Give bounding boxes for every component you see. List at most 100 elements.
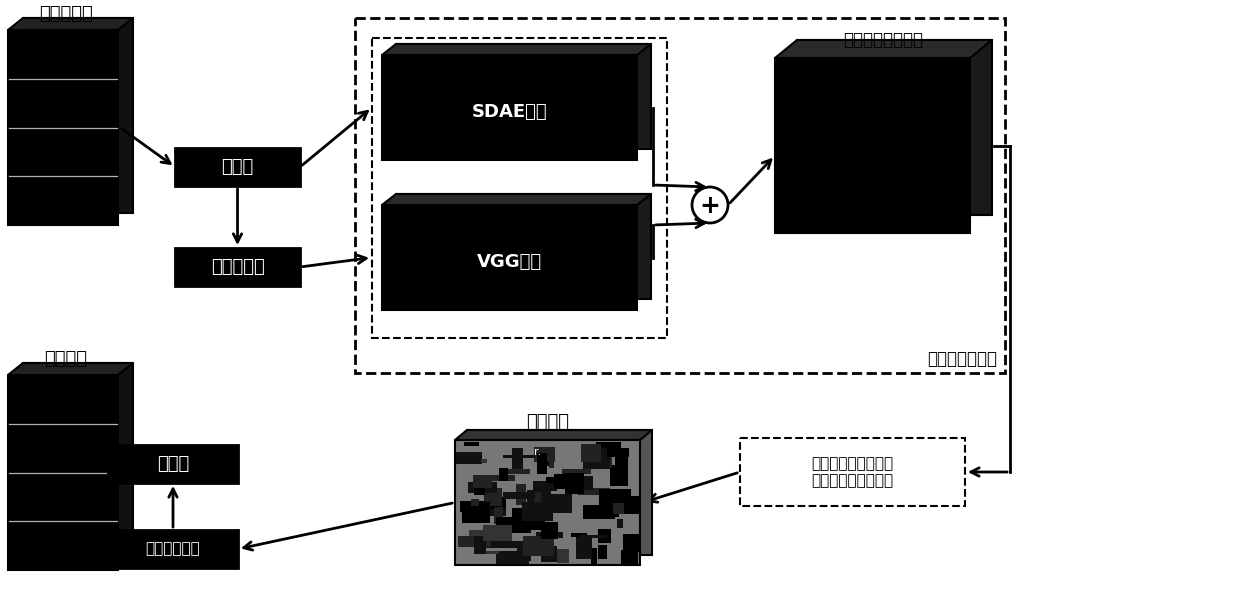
Bar [554, 474, 574, 489]
Text: 特征提取与融合: 特征提取与融合 [928, 350, 997, 368]
Bar [455, 440, 640, 565]
Text: SDAE特征: SDAE特征 [471, 102, 547, 121]
Bar [534, 447, 556, 462]
Text: 特征矩阵: 特征矩阵 [526, 413, 569, 431]
Bar [537, 453, 547, 474]
Text: 超像素分割: 超像素分割 [211, 258, 264, 276]
Bar [467, 482, 497, 493]
Bar [583, 448, 610, 469]
Bar [512, 508, 546, 530]
Bar [108, 530, 238, 568]
Bar [615, 495, 619, 517]
Bar [471, 499, 479, 506]
Bar [516, 484, 526, 505]
Bar [479, 551, 500, 554]
Bar [538, 456, 553, 466]
Bar [464, 442, 479, 446]
Polygon shape [7, 18, 133, 30]
Bar [355, 18, 1004, 373]
Bar [582, 444, 601, 462]
Bar [517, 524, 537, 529]
Bar [523, 536, 554, 556]
Bar [372, 38, 667, 338]
Text: 检测结果: 检测结果 [43, 350, 87, 368]
Polygon shape [382, 44, 651, 55]
Polygon shape [396, 44, 651, 149]
Polygon shape [7, 363, 133, 375]
Bar [456, 452, 482, 464]
Text: +: + [699, 194, 720, 218]
Bar [606, 501, 613, 519]
Bar [496, 551, 529, 564]
Bar [541, 522, 558, 539]
Bar [108, 445, 238, 483]
Polygon shape [775, 40, 992, 58]
Polygon shape [24, 18, 133, 213]
Bar [474, 483, 485, 495]
Bar [175, 248, 300, 286]
Bar [500, 468, 508, 481]
Text: 融合后的三维特征: 融合后的三维特征 [843, 31, 924, 49]
Bar [382, 205, 637, 310]
Bar [541, 546, 557, 562]
Bar [613, 503, 624, 514]
Bar [472, 475, 491, 488]
Bar [547, 498, 553, 506]
Text: 特征矩阵分解: 特征矩阵分解 [145, 541, 201, 556]
Bar [467, 482, 485, 488]
Bar [460, 501, 486, 512]
Bar [522, 503, 553, 521]
Text: 将超像素块的位置信
息投影到三维特征上: 将超像素块的位置信 息投影到三维特征上 [811, 456, 894, 488]
Bar [458, 536, 491, 548]
Bar [598, 529, 611, 543]
Bar [502, 492, 536, 499]
Bar [517, 541, 531, 561]
Bar [537, 532, 563, 538]
Bar [578, 488, 610, 495]
Bar [508, 469, 531, 474]
Bar [544, 493, 573, 513]
Polygon shape [797, 40, 992, 215]
Bar [512, 448, 523, 469]
Bar [461, 501, 490, 523]
Bar [570, 533, 587, 537]
Bar [599, 489, 631, 508]
Bar [563, 469, 590, 474]
Bar [615, 456, 626, 471]
Bar [505, 517, 531, 533]
Bar [579, 535, 606, 538]
Bar [622, 534, 639, 552]
Polygon shape [382, 194, 651, 205]
Text: 待检测图像: 待检测图像 [38, 5, 92, 23]
Bar [565, 473, 584, 495]
Bar [481, 460, 487, 463]
Bar [491, 497, 506, 509]
Polygon shape [24, 363, 133, 558]
Bar [610, 465, 627, 486]
Bar [534, 492, 542, 508]
Bar [484, 475, 515, 481]
Bar [7, 30, 118, 225]
Bar [469, 530, 486, 546]
Text: 预处理: 预处理 [222, 158, 254, 176]
Bar [496, 517, 512, 535]
Bar [740, 438, 965, 506]
Bar [608, 448, 629, 456]
Bar [775, 58, 970, 233]
Bar [547, 477, 573, 483]
Bar [618, 519, 624, 528]
Bar [503, 455, 536, 458]
Text: 后处理: 后处理 [157, 455, 190, 473]
Bar [591, 548, 596, 564]
Bar [532, 481, 557, 492]
Bar [598, 456, 611, 468]
Bar [485, 541, 517, 548]
Bar [516, 493, 528, 496]
Bar [622, 454, 629, 471]
Bar [7, 375, 118, 570]
Bar [595, 442, 621, 448]
Bar [484, 525, 512, 541]
Circle shape [692, 187, 728, 223]
Bar [527, 490, 551, 503]
Bar [175, 148, 300, 186]
